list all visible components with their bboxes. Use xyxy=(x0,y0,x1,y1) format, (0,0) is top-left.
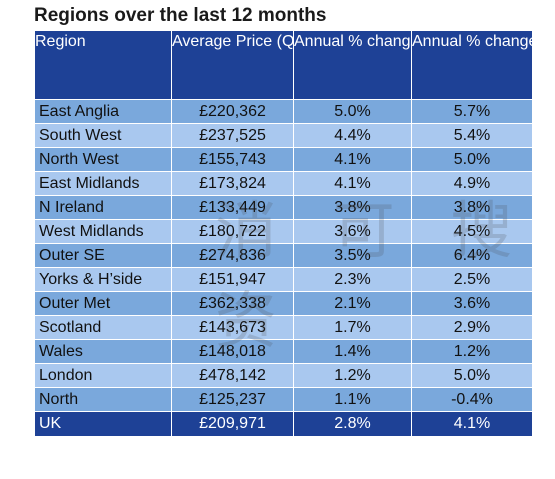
cell-change-this-quarter: 5.0% xyxy=(293,99,412,124)
table-row: Yorks & H’side £151,947 2.3% 2.5% xyxy=(34,267,533,292)
cell-change-this-quarter: 2.1% xyxy=(293,291,412,316)
cell-change-this-quarter: 1.1% xyxy=(293,387,412,412)
regions-table: Region Average Price (Q2 2017) Annual % … xyxy=(34,30,533,437)
cell-average-price: £151,947 xyxy=(171,267,294,292)
total-cell-average-price: £209,971 xyxy=(171,411,294,437)
cell-region: East Midlands xyxy=(34,171,172,196)
cell-region: East Anglia xyxy=(34,99,172,124)
cell-change-last-quarter: 6.4% xyxy=(411,243,533,268)
table-row: West Midlands £180,722 3.6% 4.5% xyxy=(34,219,533,244)
table-row: N Ireland £133,449 3.8% 3.8% xyxy=(34,195,533,220)
cell-region: N Ireland xyxy=(34,195,172,220)
cell-average-price: £362,338 xyxy=(171,291,294,316)
column-header-change-last-quarter: Annual % change last quarter xyxy=(411,30,533,100)
column-header-average-price: Average Price (Q2 2017) xyxy=(171,30,294,100)
table-row: East Midlands £173,824 4.1% 4.9% xyxy=(34,171,533,196)
cell-change-last-quarter: -0.4% xyxy=(411,387,533,412)
cell-change-last-quarter: 3.8% xyxy=(411,195,533,220)
cell-change-this-quarter: 3.6% xyxy=(293,219,412,244)
cell-average-price: £220,362 xyxy=(171,99,294,124)
cell-region: Outer Met xyxy=(34,291,172,316)
cell-average-price: £237,525 xyxy=(171,123,294,148)
cell-region: Yorks & H’side xyxy=(34,267,172,292)
cell-change-this-quarter: 2.3% xyxy=(293,267,412,292)
total-cell-change-last-quarter: 4.1% xyxy=(411,411,533,437)
cell-change-this-quarter: 4.1% xyxy=(293,171,412,196)
cell-change-this-quarter: 4.1% xyxy=(293,147,412,172)
cell-region: West Midlands xyxy=(34,219,172,244)
total-cell-region: UK xyxy=(34,411,172,437)
cell-region: South West xyxy=(34,123,172,148)
table-row: Scotland £143,673 1.7% 2.9% xyxy=(34,315,533,340)
table-row: North West £155,743 4.1% 5.0% xyxy=(34,147,533,172)
cell-change-this-quarter: 1.2% xyxy=(293,363,412,388)
table-row: Outer Met £362,338 2.1% 3.6% xyxy=(34,291,533,316)
cell-change-last-quarter: 2.9% xyxy=(411,315,533,340)
cell-change-last-quarter: 1.2% xyxy=(411,339,533,364)
cell-change-this-quarter: 3.8% xyxy=(293,195,412,220)
cell-change-last-quarter: 5.0% xyxy=(411,363,533,388)
cell-average-price: £143,673 xyxy=(171,315,294,340)
column-header-change-this-quarter: Annual % change this quarter xyxy=(293,30,412,100)
cell-region: Outer SE xyxy=(34,243,172,268)
cell-average-price: £173,824 xyxy=(171,171,294,196)
cell-region: North xyxy=(34,387,172,412)
cell-change-last-quarter: 4.9% xyxy=(411,171,533,196)
table-row: East Anglia £220,362 5.0% 5.7% xyxy=(34,99,533,124)
cell-average-price: £148,018 xyxy=(171,339,294,364)
cell-average-price: £155,743 xyxy=(171,147,294,172)
cell-change-this-quarter: 3.5% xyxy=(293,243,412,268)
cell-change-this-quarter: 4.4% xyxy=(293,123,412,148)
cell-average-price: £125,237 xyxy=(171,387,294,412)
cell-change-last-quarter: 5.0% xyxy=(411,147,533,172)
cell-region: Wales xyxy=(34,339,172,364)
cell-region: Scotland xyxy=(34,315,172,340)
table-title: Regions over the last 12 months xyxy=(34,5,327,26)
cell-change-last-quarter: 5.4% xyxy=(411,123,533,148)
table-row: Wales £148,018 1.4% 1.2% xyxy=(34,339,533,364)
column-header-region: Region xyxy=(34,30,172,100)
table-row: Outer SE £274,836 3.5% 6.4% xyxy=(34,243,533,268)
table-total-row: UK £209,971 2.8% 4.1% xyxy=(34,411,533,437)
cell-change-last-quarter: 4.5% xyxy=(411,219,533,244)
table-body: East Anglia £220,362 5.0% 5.7% South West £23… xyxy=(34,99,533,437)
cell-average-price: £274,836 xyxy=(171,243,294,268)
table-header-row: Region Average Price (Q2 2017) Annual % … xyxy=(34,30,533,100)
table-row: North £125,237 1.1% -0.4% xyxy=(34,387,533,412)
cell-region: North West xyxy=(34,147,172,172)
cell-change-last-quarter: 2.5% xyxy=(411,267,533,292)
cell-average-price: £180,722 xyxy=(171,219,294,244)
cell-change-this-quarter: 1.7% xyxy=(293,315,412,340)
total-cell-change-this-quarter: 2.8% xyxy=(293,411,412,437)
cell-region: London xyxy=(34,363,172,388)
table-row: London £478,142 1.2% 5.0% xyxy=(34,363,533,388)
cell-change-this-quarter: 1.4% xyxy=(293,339,412,364)
cell-average-price: £133,449 xyxy=(171,195,294,220)
cell-average-price: £478,142 xyxy=(171,363,294,388)
table-row: South West £237,525 4.4% 5.4% xyxy=(34,123,533,148)
cell-change-last-quarter: 5.7% xyxy=(411,99,533,124)
cell-change-last-quarter: 3.6% xyxy=(411,291,533,316)
